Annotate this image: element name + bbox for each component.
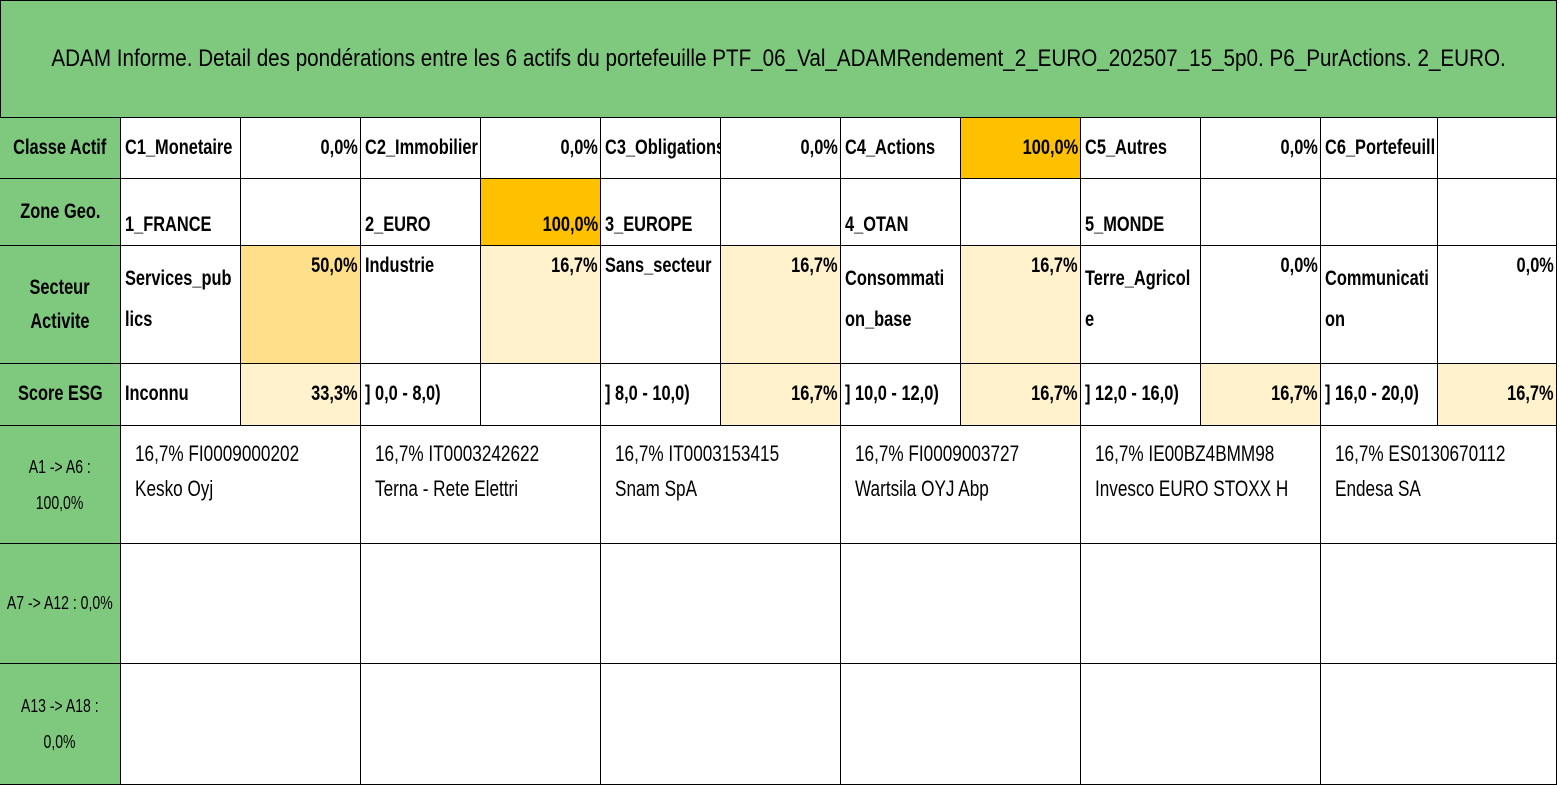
row-header-zone-geo: Zone Geo.: [0, 179, 121, 246]
report-title-bar: ADAM Informe. Detail des pondérations en…: [0, 0, 1557, 118]
classe-actif-value-3: 0,0%: [721, 117, 841, 179]
secteur-value-4: 16,7%: [961, 246, 1081, 364]
secteur-value-6: 0,0%: [1438, 246, 1557, 364]
asset-cell-10: [841, 544, 1081, 664]
esg-value-6: 16,7%: [1438, 364, 1557, 426]
classe-actif-label-6: C6_Portefeuill: [1321, 117, 1438, 179]
asset-cell-14: [361, 664, 601, 785]
asset-cell-2: 16,7% IT0003242622 Terna - Rete Elettri: [361, 426, 601, 544]
asset-cell-5: 16,7% IE00BZ4BMM98 Invesco EURO STOXX H: [1081, 426, 1321, 544]
esg-value-1: 33,3%: [241, 364, 361, 426]
esg-value-5: 16,7%: [1201, 364, 1321, 426]
asset-cell-11: [1081, 544, 1321, 664]
asset-cell-6: 16,7% ES0130670112 Endesa SA: [1321, 426, 1557, 544]
esg-label-4: ] 10,0 - 12,0): [841, 364, 961, 426]
classe-actif-value-5: 0,0%: [1201, 117, 1321, 179]
zone-geo-label-5: 5_MONDE: [1081, 179, 1201, 246]
secteur-value-5: 0,0%: [1201, 246, 1321, 364]
zone-geo-value-1: [241, 179, 361, 246]
zone-geo-label-1: 1_FRANCE: [121, 179, 241, 246]
secteur-label-6: Communicati on: [1321, 246, 1438, 364]
asset-cell-7: [121, 544, 361, 664]
row-header-score-esg: Score ESG: [0, 364, 121, 426]
zone-geo-label-4: 4_OTAN: [841, 179, 961, 246]
asset-cell-1: 16,7% FI0009000202 Kesko Oyj: [121, 426, 361, 544]
row-header-classe-actif: Classe Actif: [0, 117, 121, 179]
esg-value-3: 16,7%: [721, 364, 841, 426]
secteur-label-2: Industrie: [361, 246, 481, 364]
asset-cell-18: [1321, 664, 1557, 785]
zone-geo-value-4: [961, 179, 1081, 246]
zone-geo-value-2: 100,0%: [481, 179, 601, 246]
esg-label-2: ] 0,0 - 8,0): [361, 364, 481, 426]
esg-label-1: Inconnu: [121, 364, 241, 426]
classe-actif-label-5: C5_Autres: [1081, 117, 1201, 179]
asset-cell-17: [1081, 664, 1321, 785]
asset-cell-12: [1321, 544, 1557, 664]
classe-actif-label-3: C3_Obligations: [601, 117, 721, 179]
classe-actif-label-2: C2_Immobilier: [361, 117, 481, 179]
secteur-label-3: Sans_secteur: [601, 246, 721, 364]
classe-actif-value-4: 100,0%: [961, 117, 1081, 179]
esg-label-3: ] 8,0 - 10,0): [601, 364, 721, 426]
zone-geo-label-3: 3_EUROPE: [601, 179, 721, 246]
esg-value-4: 16,7%: [961, 364, 1081, 426]
row-header-a7-a12: A7 -> A12 : 0,0%: [0, 544, 121, 664]
asset-cell-8: [361, 544, 601, 664]
secteur-label-5: Terre_Agricol e: [1081, 246, 1201, 364]
row-header-a13-a18: A13 -> A18 : 0,0%: [0, 664, 121, 785]
esg-label-5: ] 12,0 - 16,0): [1081, 364, 1201, 426]
esg-label-6: ] 16,0 - 20,0): [1321, 364, 1438, 426]
secteur-label-1: Services_pub lics: [121, 246, 241, 364]
secteur-value-2: 16,7%: [481, 246, 601, 364]
secteur-value-3: 16,7%: [721, 246, 841, 364]
report-title: ADAM Informe. Detail des pondérations en…: [51, 45, 1506, 72]
classe-actif-label-4: C4_Actions: [841, 117, 961, 179]
zone-geo-value-6: [1438, 179, 1557, 246]
secteur-label-4: Consommati on_base: [841, 246, 961, 364]
row-header-secteur-activite: Secteur Activite: [0, 246, 121, 364]
asset-cell-9: [601, 544, 841, 664]
zone-geo-value-3: [721, 179, 841, 246]
asset-cell-3: 16,7% IT0003153415 Snam SpA: [601, 426, 841, 544]
classe-actif-value-1: 0,0%: [241, 117, 361, 179]
zone-geo-value-5: [1201, 179, 1321, 246]
classe-actif-value-6: [1438, 117, 1557, 179]
esg-value-2: [481, 364, 601, 426]
asset-cell-4: 16,7% FI0009003727 Wartsila OYJ Abp: [841, 426, 1081, 544]
classe-actif-label-1: C1_Monetaire: [121, 117, 241, 179]
asset-cell-15: [601, 664, 841, 785]
row-header-a1-a6: A1 -> A6 : 100,0%: [0, 426, 121, 544]
asset-cell-16: [841, 664, 1081, 785]
zone-geo-label-6: [1321, 179, 1438, 246]
classe-actif-value-2: 0,0%: [481, 117, 601, 179]
zone-geo-label-2: 2_EURO: [361, 179, 481, 246]
secteur-value-1: 50,0%: [241, 246, 361, 364]
asset-cell-13: [121, 664, 361, 785]
